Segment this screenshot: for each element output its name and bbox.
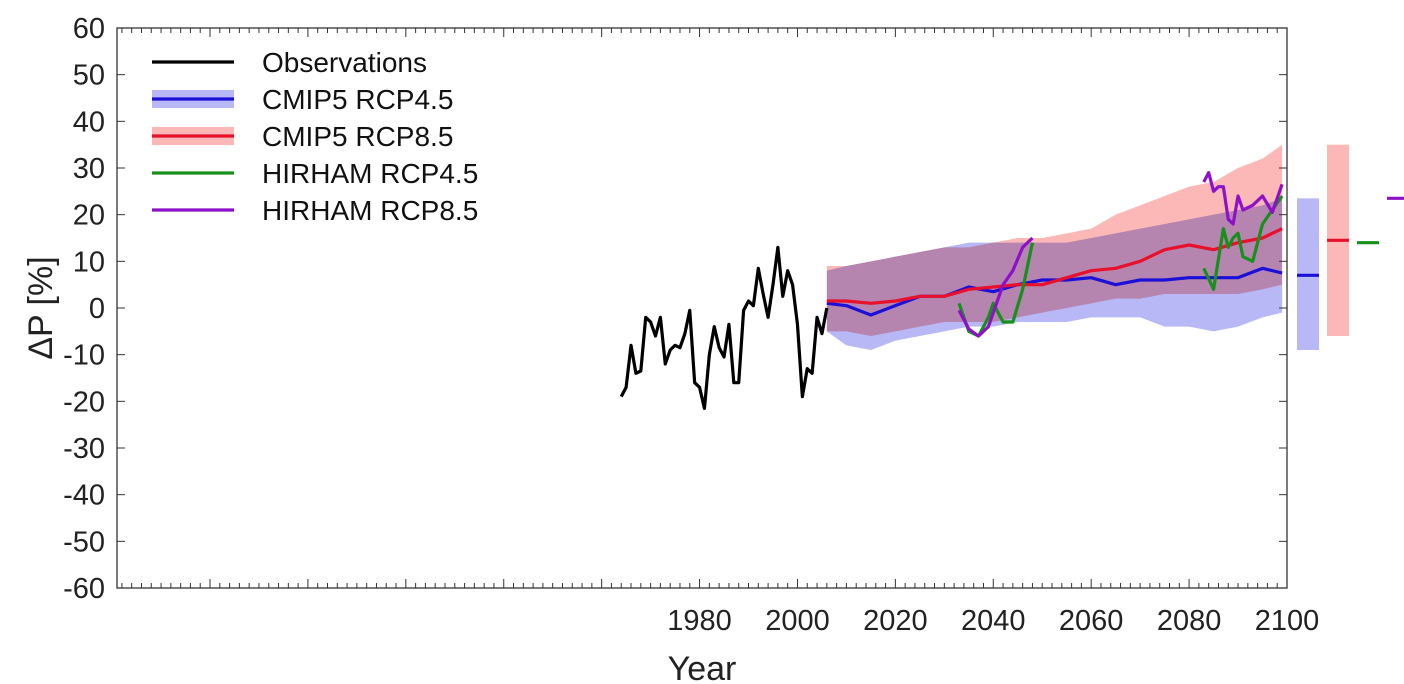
line-rcp85 <box>826 227 1283 305</box>
line-hirham85-segment-1 <box>957 236 1034 338</box>
y-tick-label: -30 <box>63 433 105 465</box>
x-axis-title: Year <box>668 650 737 684</box>
uncertainty-bands <box>826 144 1283 350</box>
legend-label-rcp85: CMIP5 RCP8.5 <box>262 121 453 152</box>
y-tick-label: -10 <box>63 340 105 372</box>
y-tick-label: 30 <box>73 153 105 185</box>
legend: Observations CMIP5 RCP4.5 CMIP5 RCP8.5 HIRH… <box>152 47 478 226</box>
x-tick-label: 2000 <box>765 605 830 637</box>
y-tick-label: -40 <box>63 480 105 512</box>
x-tick-label: 2100 <box>1255 605 1320 637</box>
line-hirham85-segment-2 <box>1202 171 1284 226</box>
legend-label-rcp45: CMIP5 RCP4.5 <box>262 84 453 115</box>
y-tick-label: 60 <box>73 13 105 45</box>
legend-label-hirham85: HIRHAM RCP8.5 <box>262 195 478 226</box>
legend-label-observations: Observations <box>262 47 427 78</box>
legend-label-hirham45: HIRHAM RCP4.5 <box>262 158 478 189</box>
line-hirham45-segment-2 <box>1202 195 1284 291</box>
x-tick-label: 2020 <box>863 605 928 637</box>
x-tick-label: 2040 <box>961 605 1026 637</box>
y-tick-label: -60 <box>63 573 105 605</box>
x-tick-label: 2060 <box>1059 605 1124 637</box>
y-tick-label: 40 <box>73 106 105 138</box>
series-lines <box>619 171 1284 410</box>
y-tick-label: 50 <box>73 60 105 92</box>
y-axis-title: ΔP [%] <box>22 256 60 359</box>
x-tick-label: 1980 <box>667 605 732 637</box>
line-observations <box>619 245 829 410</box>
y-tick-label: 20 <box>73 200 105 232</box>
y-tick-label: -20 <box>63 386 105 418</box>
y-axis: -60 -50 -40 -30 -20 -10 0 10 20 30 40 50 60 <box>63 13 1287 605</box>
band-rcp45 <box>826 198 1283 350</box>
end-of-century-ranges <box>1297 144 1404 350</box>
y-tick-label: 10 <box>73 246 105 278</box>
y-tick-label: 0 <box>89 293 105 325</box>
x-axis: 1980 2000 2020 2040 2060 2080 2100 <box>121 28 1320 637</box>
x-tick-label: 2080 <box>1157 605 1222 637</box>
y-tick-label: -50 <box>63 526 105 558</box>
